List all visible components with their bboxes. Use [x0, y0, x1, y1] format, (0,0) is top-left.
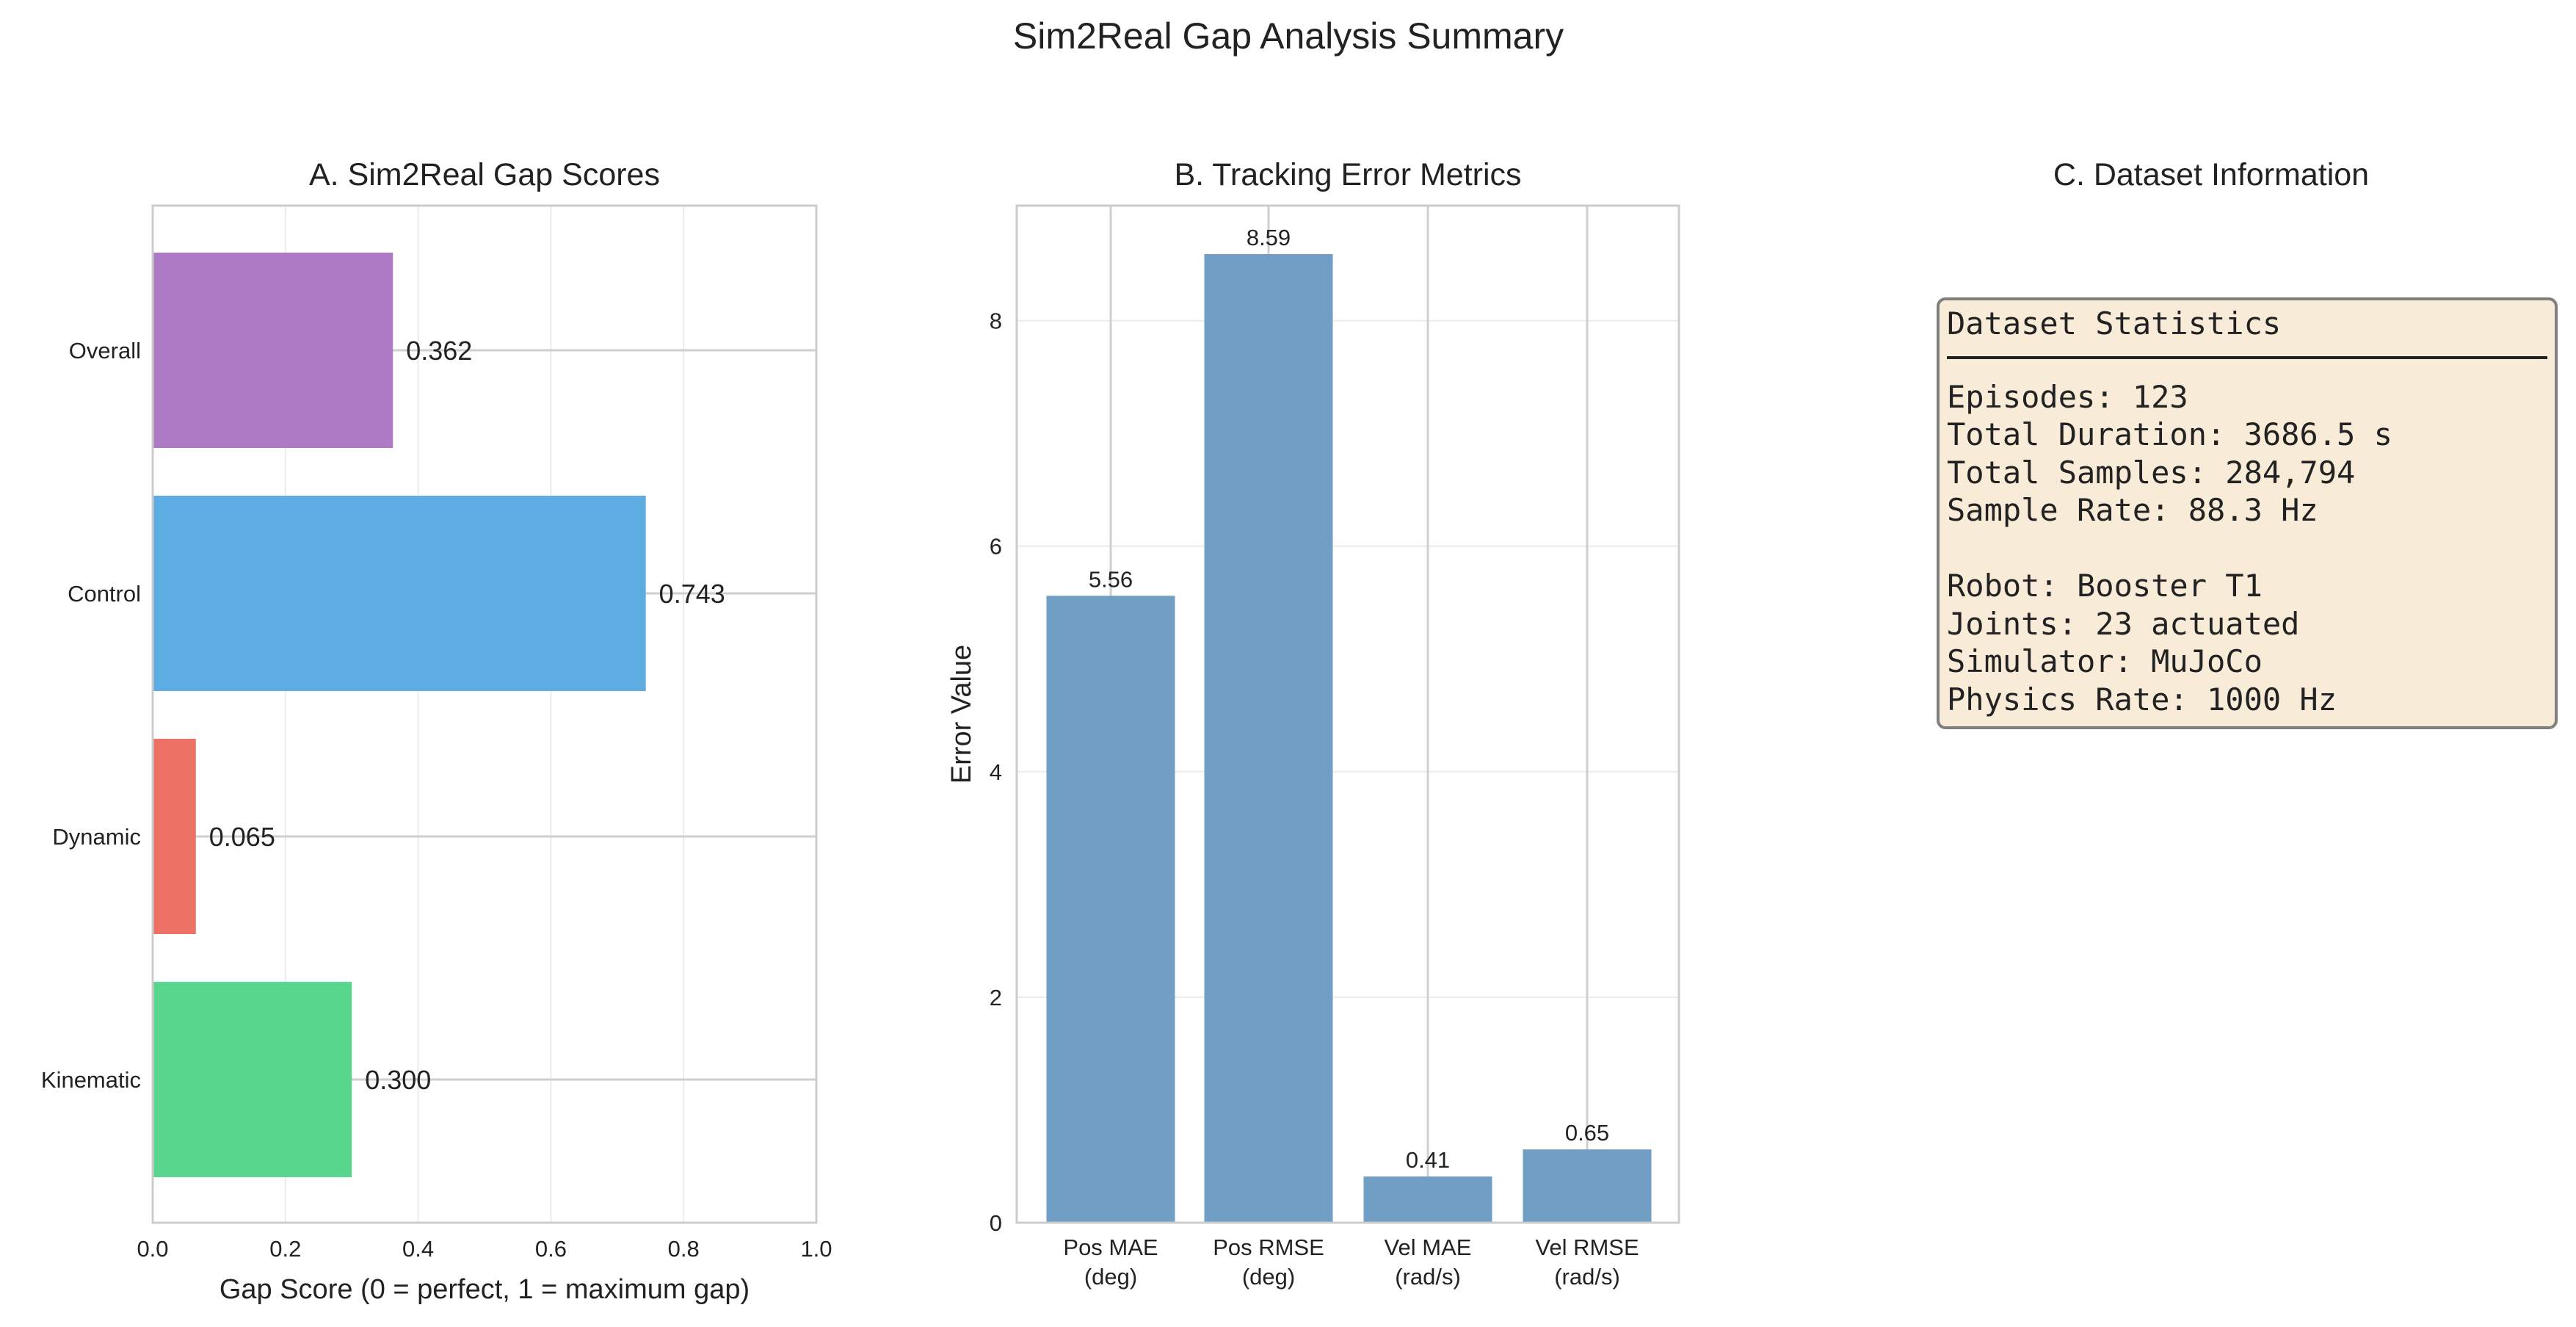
- y-tick-label: Dynamic: [52, 824, 141, 850]
- x-tick-label: 0.2: [269, 1236, 301, 1262]
- stat-sample-rate: Sample Rate: 88.3 Hz: [1947, 492, 2318, 528]
- y-tick-label: 0: [990, 1210, 1002, 1236]
- y-axis-label: Error Value: [946, 645, 977, 784]
- x-tick-label: 0.0: [137, 1236, 168, 1262]
- x-tick-label: Pos MAE: [1063, 1234, 1158, 1260]
- dataset-statistics-box: Dataset Statistics Episodes: 123 Total D…: [1937, 297, 2558, 729]
- data-label: 5.56: [1089, 566, 1133, 592]
- stat-robot: Robot: Booster T1: [1947, 568, 2263, 604]
- panel-b-tracking-error: 0 2 4 6 8 5.56 Pos MAE (deg) 8.59 Pos RMSE (deg) 0.…: [946, 157, 1680, 1290]
- bar-overall: [153, 253, 393, 448]
- panel-c-title: C. Dataset Information: [2053, 157, 2369, 192]
- x-axis-label: Gap Score (0 = perfect, 1 = maximum gap): [219, 1274, 750, 1305]
- x-tick-label: Pos RMSE: [1213, 1234, 1324, 1260]
- data-label: 0.743: [659, 579, 725, 609]
- figure-title: Sim2Real Gap Analysis Summary: [1013, 15, 1564, 57]
- data-label: 0.65: [1565, 1120, 1609, 1146]
- bar-dynamic: [153, 739, 196, 934]
- x-tick-unit-label: (rad/s): [1395, 1264, 1461, 1290]
- stat-simulator: Simulator: MuJoCo: [1947, 643, 2263, 679]
- y-tick-label: 2: [990, 985, 1002, 1010]
- x-tick-label: Vel RMSE: [1535, 1234, 1639, 1260]
- stat-physics-rate: Physics Rate: 1000 Hz: [1947, 681, 2337, 717]
- bar-kinematic: [153, 982, 352, 1177]
- y-tick-label: Control: [68, 581, 141, 607]
- y-tick-label: Kinematic: [41, 1067, 141, 1093]
- axes-frame: [151, 204, 818, 1224]
- y-tick-label: Overall: [69, 338, 141, 364]
- data-label: 0.362: [406, 336, 472, 366]
- x-tick-label: 0.6: [535, 1236, 567, 1262]
- bar-control: [153, 496, 646, 691]
- x-tick-label: 1.0: [800, 1236, 832, 1262]
- bar-vel-rmse: [1523, 1149, 1652, 1223]
- x-tick-unit-label: (deg): [1084, 1264, 1137, 1290]
- x-tick-unit-label: (deg): [1242, 1264, 1295, 1290]
- data-label: 0.065: [209, 822, 275, 852]
- bar-vel-mae: [1363, 1176, 1492, 1223]
- panel-a-gap-scores: 0.0 0.2 0.4 0.6 0.8 1.0 Kinematic 0.300 Dynamic 0…: [41, 157, 832, 1305]
- stat-joints: Joints: 23 actuated: [1947, 605, 2300, 642]
- bar-pos-mae: [1046, 596, 1175, 1223]
- stat-episodes: Episodes: 123: [1947, 378, 2188, 415]
- stats-box-title: Dataset Statistics: [1947, 305, 2282, 341]
- data-label: 0.300: [365, 1065, 431, 1095]
- stats-divider: [1947, 355, 2547, 359]
- y-tick-label: 4: [990, 759, 1002, 785]
- panel-b-title: B. Tracking Error Metrics: [1174, 157, 1521, 192]
- x-tick-label: 0.4: [402, 1236, 434, 1262]
- data-label: 0.41: [1406, 1147, 1450, 1173]
- data-label: 8.59: [1247, 225, 1291, 250]
- stats-spacer: [1947, 529, 2547, 568]
- y-tick-label: 8: [990, 308, 1002, 334]
- axes-frame: [1015, 204, 1680, 1224]
- panel-a-title: A. Sim2Real Gap Scores: [309, 157, 660, 192]
- x-tick-label: Vel MAE: [1385, 1234, 1472, 1260]
- stat-samples: Total Samples: 284,794: [1947, 454, 2356, 491]
- x-tick-unit-label: (rad/s): [1554, 1264, 1620, 1290]
- x-tick-label: 0.8: [668, 1236, 700, 1262]
- y-tick-label: 6: [990, 534, 1002, 560]
- bar-pos-rmse: [1204, 254, 1333, 1223]
- stat-duration: Total Duration: 3686.5 s: [1947, 416, 2392, 452]
